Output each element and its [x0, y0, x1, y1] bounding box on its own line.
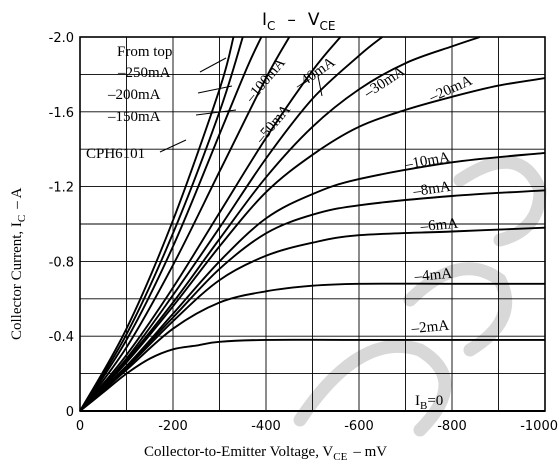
- y-tick-label: -0.4: [49, 330, 74, 345]
- y-tick-labels: 0 -0.4 -0.8 -1.2 -1.6 -2.0: [49, 31, 74, 420]
- x-tick-label: 0: [76, 419, 84, 434]
- part-number: CPH6101: [86, 146, 145, 162]
- y-axis-label: Collector Current, IC– A: [9, 187, 28, 340]
- series-label-250ma: –250mA: [117, 65, 171, 81]
- y-tick-label: 0: [66, 405, 74, 420]
- x-tick-label: -800: [437, 419, 467, 434]
- watermark: [300, 162, 540, 430]
- series-label-2ma: –2mA: [410, 318, 450, 337]
- series-label-10ma: –10mA: [403, 149, 451, 173]
- y-tick-label: -2.0: [49, 31, 74, 46]
- series-label-150ma: –150mA: [107, 109, 161, 125]
- series-leader-250ma: [200, 58, 226, 72]
- x-tick-labels: 0 -200 -400 -600 -800 -1000: [76, 419, 558, 434]
- series-label-20ma: –20mA: [426, 73, 475, 106]
- chart-title: IC – VCE: [262, 10, 336, 33]
- x-tick-label: -1000: [520, 419, 558, 434]
- series-label-50ma: –50mA: [252, 102, 294, 148]
- x-tick-label: -200: [158, 419, 188, 434]
- y-tick-label: -1.6: [49, 106, 74, 121]
- series-label-200ma: –200mA: [107, 87, 161, 103]
- y-tick-label: -0.8: [49, 255, 74, 270]
- y-tick-label: -1.2: [49, 181, 74, 196]
- series-label-6ma: –6mA: [419, 216, 459, 235]
- x-axis-label: Collector-to-Emitter Voltage, VCE – mV: [144, 444, 387, 463]
- legend-note: From top: [117, 44, 172, 60]
- series-leader-150ma: [196, 110, 236, 115]
- series-label-4ma: –4mA: [413, 266, 453, 285]
- x-tick-label: -600: [344, 419, 374, 434]
- x-tick-label: -400: [251, 419, 281, 434]
